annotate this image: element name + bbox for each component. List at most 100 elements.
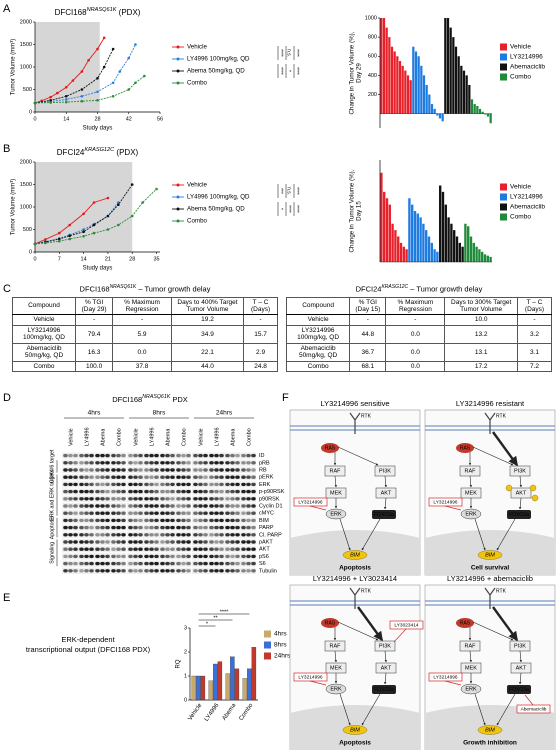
- data-point: [92, 223, 96, 227]
- blot-band: [68, 489, 73, 494]
- blot-band: [149, 497, 154, 501]
- table-cell: Abemaciclib 50mg/kg, QD: [12, 342, 76, 362]
- blot-band: [105, 525, 110, 530]
- blot-band: [170, 482, 175, 487]
- data-point: [68, 237, 72, 241]
- y-tick-label: 1000: [365, 15, 377, 21]
- stat-label: ****: [286, 205, 292, 213]
- data-point: [58, 239, 61, 243]
- blot-band: [116, 540, 121, 544]
- blot-band: [186, 525, 191, 530]
- blot-band: [176, 475, 181, 479]
- y-tick-label: 1500: [20, 42, 32, 48]
- blot-band: [186, 489, 191, 494]
- bar: [428, 94, 431, 114]
- blot-band: [100, 475, 105, 479]
- blot-band: [105, 569, 110, 573]
- blot-band: [149, 540, 154, 544]
- blot-band: [138, 511, 143, 515]
- table-cell: -: [349, 314, 387, 326]
- arrow: [361, 693, 381, 726]
- table-cell: Vehicle: [285, 314, 351, 326]
- blot-band: [181, 511, 186, 515]
- node-label: ERK: [330, 686, 342, 692]
- blot-band: [165, 547, 170, 551]
- data-point: [130, 183, 134, 186]
- blot-label: S6: [259, 561, 266, 567]
- bar: [422, 223, 425, 262]
- blot-strip: [62, 459, 126, 466]
- blot-band: [170, 540, 175, 544]
- group-label: Combo: [181, 428, 187, 446]
- blot-band: [203, 518, 208, 523]
- bar: [473, 104, 476, 114]
- bar: [414, 51, 418, 114]
- table-title: DFCI168NRASQ61K – Tumor growth delay: [12, 284, 278, 294]
- header-cell: % TGI (Day 29): [74, 296, 114, 316]
- group-label: Abema: [100, 428, 106, 446]
- blot-band: [219, 511, 224, 515]
- blot-strip: [192, 517, 256, 524]
- bar: [462, 70, 466, 114]
- blot-band: [133, 453, 138, 458]
- data-point: [80, 70, 84, 73]
- blot-band: [225, 489, 230, 494]
- table-cell: 0.0: [385, 360, 446, 373]
- legend-swatch: [500, 183, 507, 191]
- y-tick-label: 2: [184, 649, 187, 655]
- blot-band: [209, 475, 214, 479]
- blot-band: [235, 511, 240, 515]
- blot-strip: [62, 531, 126, 538]
- table-title-rest: – Tumor growth delay: [408, 284, 483, 294]
- blot-band: [241, 511, 246, 515]
- blot-band: [170, 569, 175, 573]
- table-cell: 19.2: [170, 314, 245, 326]
- blot-band: [128, 453, 133, 458]
- node: [507, 685, 531, 694]
- blot-band: [68, 497, 73, 501]
- blot-band: [68, 453, 73, 458]
- node: [460, 683, 482, 695]
- blot-band: [251, 518, 256, 523]
- table-row: LY3214996 100mg/kg, QD 79.4 5.9 34.9 15.7: [12, 324, 278, 344]
- bar: [430, 242, 433, 262]
- blot-band: [89, 497, 94, 501]
- blot-band: [100, 504, 105, 508]
- node: [372, 685, 396, 694]
- blot-band: [79, 504, 84, 508]
- blot-band: [100, 561, 105, 566]
- blot-band: [209, 540, 214, 544]
- data-point: [82, 234, 85, 238]
- blot-band: [160, 453, 165, 458]
- blot-band: [219, 475, 224, 479]
- blot-band: [138, 497, 143, 501]
- blot-band: [128, 511, 133, 515]
- blot-band: [154, 554, 159, 559]
- blot-band: [84, 525, 89, 530]
- blot-strip: [127, 524, 191, 531]
- bar: [454, 46, 458, 114]
- blot-band: [241, 518, 246, 523]
- bar: [242, 678, 248, 701]
- blot-strip: [127, 502, 191, 510]
- blot-title-sup: NRASQ61K: [142, 394, 171, 400]
- blot-band: [203, 540, 208, 544]
- blot-band: [165, 475, 170, 479]
- blot-band: [198, 547, 203, 551]
- blot-band: [95, 453, 100, 458]
- blot-band: [128, 561, 133, 566]
- blot-band: [105, 540, 110, 544]
- blot-band: [68, 475, 73, 479]
- blot-band: [105, 453, 110, 458]
- blot-band: [246, 461, 251, 465]
- blot-band: [209, 461, 214, 465]
- blot-band: [246, 453, 251, 458]
- blot-band: [84, 497, 89, 501]
- blot-band: [144, 569, 149, 573]
- blot-band: [186, 475, 191, 479]
- blot-band: [154, 511, 159, 515]
- blot-band: [89, 533, 94, 537]
- bar: [396, 56, 399, 114]
- blot-band: [116, 504, 121, 508]
